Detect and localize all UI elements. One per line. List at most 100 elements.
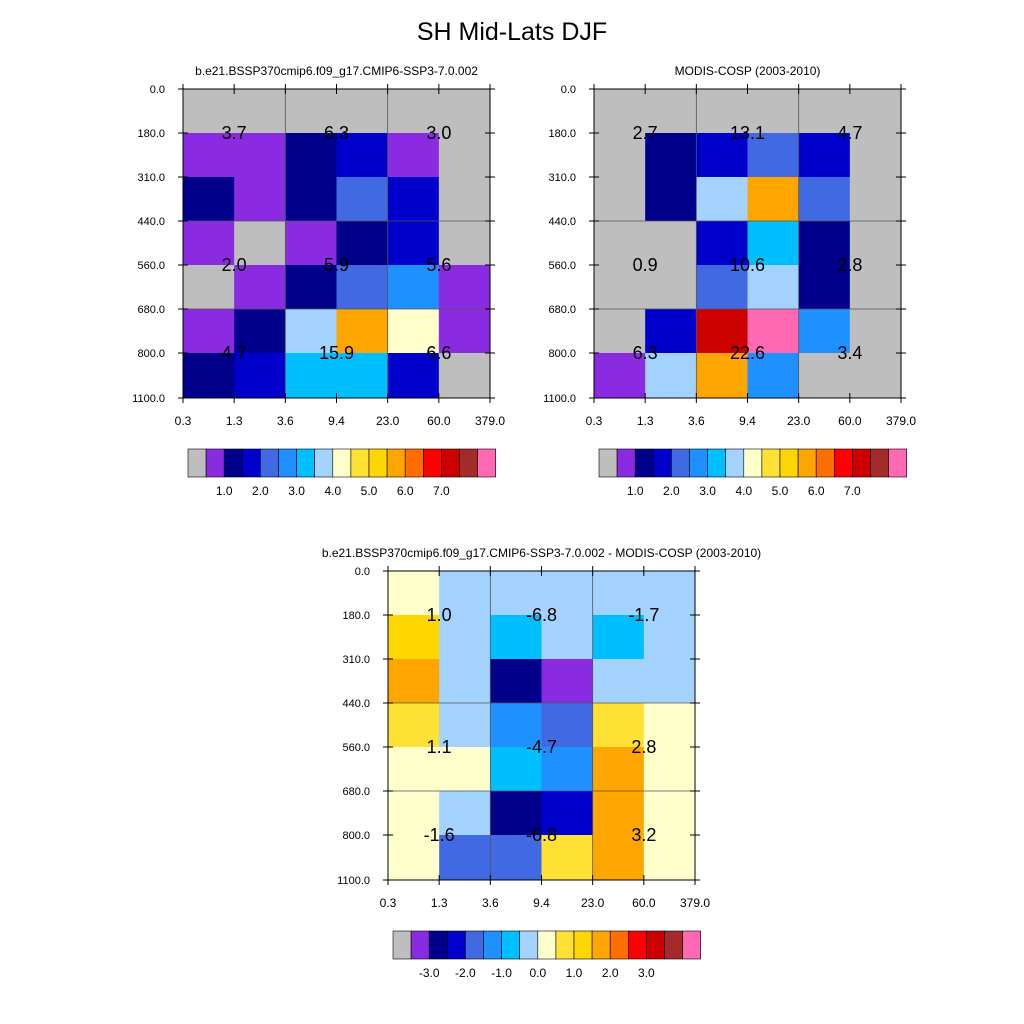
heatmap-cell <box>490 835 542 881</box>
heatmap-cell <box>747 177 800 222</box>
heatmap-cell <box>594 309 646 354</box>
heatmap-cell <box>336 133 389 178</box>
x-tick-label: 23.0 <box>376 414 400 428</box>
colorbar-box <box>761 448 781 478</box>
heatmap-cell <box>645 265 697 310</box>
colorbar-box <box>483 930 502 960</box>
heatmap-cell <box>234 89 286 134</box>
y-tick-label: 680.0 <box>137 304 165 316</box>
x-tick-label: 3.6 <box>688 414 705 428</box>
colorbar-label: 7.0 <box>844 484 861 498</box>
y-tick-label: 440.0 <box>548 216 576 228</box>
colorbar-label: 1.0 <box>627 484 644 498</box>
group-value-label: 3.7 <box>222 123 247 143</box>
heatmap-cell <box>592 703 645 748</box>
colorbar-label: -1.0 <box>491 966 512 980</box>
colorbar-box <box>223 448 243 478</box>
heatmap-cell <box>849 309 902 354</box>
heatmap-cell <box>490 703 542 748</box>
heatmap-cell <box>592 659 645 704</box>
heatmap-cell <box>336 221 389 266</box>
colorbar-box <box>598 448 618 478</box>
heatmap-cell <box>387 353 440 399</box>
group-value-label: 4.7 <box>222 343 247 363</box>
y-tick-label: 310.0 <box>137 172 165 184</box>
x-tick-label: 23.0 <box>581 896 605 910</box>
x-tick-label: 3.6 <box>482 896 499 910</box>
heatmap-cell <box>594 221 646 266</box>
colorbar-label: 3.0 <box>699 484 716 498</box>
x-tick-label: 60.0 <box>632 896 656 910</box>
colorbar-box <box>870 448 889 478</box>
colorbar-label: 3.0 <box>638 966 655 980</box>
heatmap-cell <box>183 309 235 354</box>
heatmap-cell <box>388 791 440 836</box>
colorbar-box <box>501 930 521 960</box>
heatmap-cell <box>645 221 697 266</box>
heatmap-cell <box>388 659 440 704</box>
panel-model: b.e21.BSSP370cmip6.f09_g17.CMIP6-SSP3-7.… <box>132 64 505 498</box>
colorbar-box <box>296 448 316 478</box>
colorbar-box <box>815 448 835 478</box>
group-value-label: 2.8 <box>837 255 862 275</box>
y-tick-label: 1100.0 <box>543 393 576 405</box>
colorbar-box <box>205 448 225 478</box>
y-tick-label: 560.0 <box>342 742 370 754</box>
heatmap-cell <box>387 221 440 266</box>
group-value-label: 15.9 <box>319 343 354 363</box>
heatmap-cell <box>183 353 235 399</box>
group-value-label: 6.3 <box>633 343 658 363</box>
heatmap-cell <box>336 309 389 354</box>
colorbar-label: 7.0 <box>433 484 450 498</box>
group-value-label: -4.7 <box>526 737 557 757</box>
group-value-label: 1.0 <box>427 605 452 625</box>
heatmap-cell <box>541 703 594 748</box>
heatmap-cell <box>336 265 389 310</box>
colorbar-box <box>888 448 907 478</box>
x-tick-label: 0.3 <box>380 896 397 910</box>
heatmap-cell <box>594 353 646 399</box>
group-value-label: 22.6 <box>730 343 765 363</box>
heatmap-cell <box>594 177 646 222</box>
colorbar-box <box>671 448 690 478</box>
heatmap-cell <box>696 221 748 266</box>
colorbar-box <box>555 930 575 960</box>
group-value-label: -6.8 <box>526 825 557 845</box>
x-tick-label: 23.0 <box>787 414 811 428</box>
heatmap-cell <box>285 133 337 178</box>
heatmap-cell <box>285 265 337 310</box>
x-tick-label: 9.4 <box>739 414 756 428</box>
colorbar-box <box>725 448 745 478</box>
y-tick-label: 180.0 <box>137 128 165 140</box>
heatmap-cell <box>234 177 286 222</box>
heatmap-cell <box>594 133 646 178</box>
panel-title: b.e21.BSSP370cmip6.f09_g17.CMIP6-SSP3-7.… <box>195 64 478 78</box>
group-value-label: 5.6 <box>426 255 451 275</box>
heatmap-cell <box>696 89 748 134</box>
colorbar-box <box>386 448 406 478</box>
heatmap-cell <box>643 835 696 881</box>
heatmap-cell <box>592 747 645 792</box>
figure-title: SH Mid-Lats DJF <box>416 18 608 46</box>
x-tick-label: 1.3 <box>637 414 654 428</box>
colorbar-box <box>537 930 557 960</box>
colorbar-label: 5.0 <box>361 484 378 498</box>
heatmap-cell <box>388 835 440 881</box>
colorbar-box <box>573 930 593 960</box>
x-tick-label: 9.4 <box>328 414 345 428</box>
colorbar-box <box>332 448 352 478</box>
heatmap-cell <box>696 265 748 310</box>
colorbar-box <box>278 448 297 478</box>
heatmap-cell <box>798 133 851 178</box>
group-value-label: 2.0 <box>222 255 247 275</box>
y-tick-label: 310.0 <box>548 172 576 184</box>
heatmap-cell <box>490 791 542 836</box>
heatmap-cell <box>388 703 440 748</box>
colorbar-label: 6.0 <box>397 484 414 498</box>
heatmap-cell <box>336 89 389 134</box>
colorbar-box <box>519 930 539 960</box>
heatmap-cell <box>645 309 697 354</box>
heatmap-cell <box>541 747 594 792</box>
heatmap-cell <box>645 353 697 399</box>
heatmap-cell <box>439 571 491 616</box>
